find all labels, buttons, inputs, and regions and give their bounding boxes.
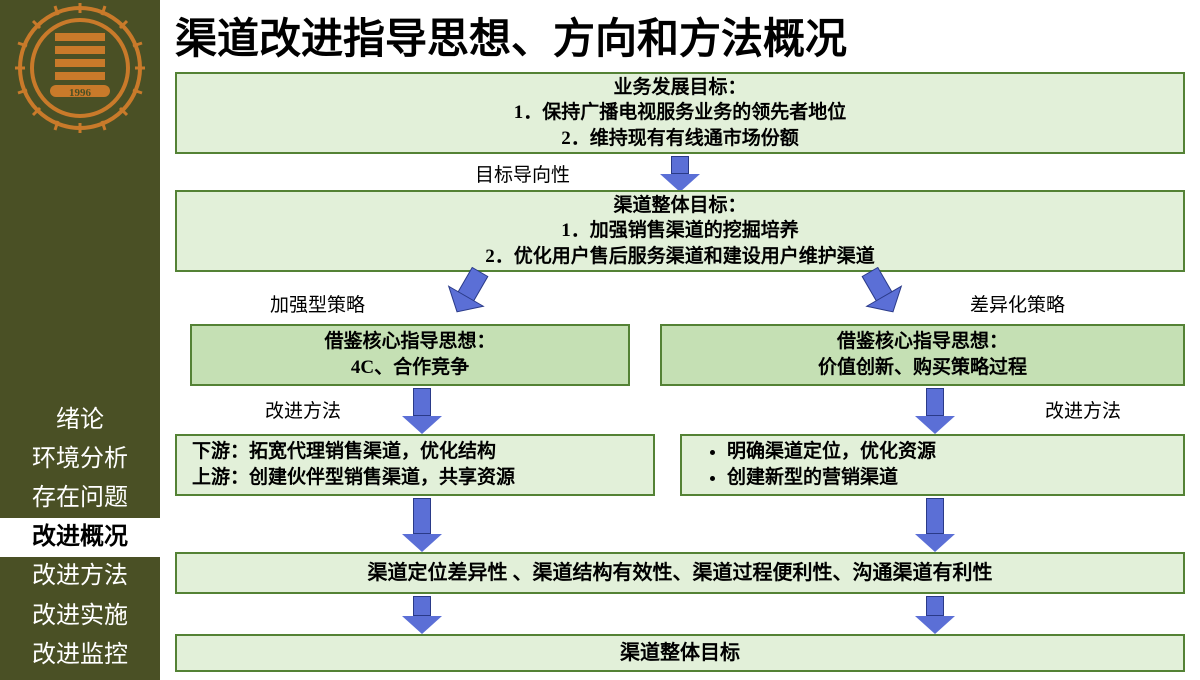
node-left-reference: 借鉴核心指导思想： 4C、合作竞争 [190, 324, 630, 386]
flowchart-area: 业务发展目标： 1．保持广播电视服务业务的领先者地位 2．维持现有有线通市场份额… [170, 72, 1190, 680]
logo-year: 1996 [69, 87, 92, 99]
right-ref-line1: 价值创新、购买策略过程 [818, 355, 1027, 381]
logo: 1996 [0, 0, 160, 135]
arrow-left-method-to-wide [402, 498, 442, 552]
nav-item-env[interactable]: 环境分析 [0, 440, 160, 479]
gear-logo-icon: 1996 [15, 3, 145, 133]
nav-item-methods[interactable]: 改进方法 [0, 557, 160, 596]
node-right-reference: 借鉴核心指导思想： 价值创新、购买策略过程 [660, 324, 1185, 386]
nav-spacer [0, 135, 160, 401]
channel-goal-line2: 2．优化用户售后服务渠道和建设用户维护渠道 [485, 244, 875, 270]
sidebar: 1996 绪论 环境分析 存在问题 改进概况 改进方法 改进实施 改进监控 [0, 0, 160, 680]
arrow-wide-to-bottom-left [402, 596, 442, 634]
label-orientation: 目标导向性 [475, 160, 570, 187]
label-method-left: 改进方法 [265, 396, 341, 423]
goal-line1: 1．保持广播电视服务业务的领先者地位 [514, 100, 847, 126]
nav-item-monitor[interactable]: 改进监控 [0, 636, 160, 675]
left-method-line1: 下游：拓宽代理销售渠道，优化结构 [192, 439, 496, 465]
node-business-goal: 业务发展目标： 1．保持广播电视服务业务的领先者地位 2．维持现有有线通市场份额 [175, 72, 1185, 154]
label-differentiate: 差异化策略 [970, 290, 1065, 317]
left-method-line2: 上游：创建伙伴型销售渠道，共享资源 [192, 465, 515, 491]
right-method-line1: 明确渠道定位，优化资源 [727, 439, 936, 465]
node-final-goal: 渠道整体目标 [175, 634, 1185, 672]
arrow-wide-to-bottom-right [915, 596, 955, 634]
label-method-right: 改进方法 [1045, 396, 1121, 423]
nav-item-intro[interactable]: 绪论 [0, 401, 160, 440]
page-title: 渠道改进指导思想、方向和方法概况 [175, 5, 847, 66]
arrow-right-ref-to-method [915, 388, 955, 434]
arrow-right-method-to-wide [915, 498, 955, 552]
node-properties: 渠道定位差异性 、渠道结构有效性、渠道过程便利性、沟通渠道有利性 [175, 552, 1185, 594]
goal-title: 业务发展目标： [613, 75, 746, 101]
nav-item-overview[interactable]: 改进概况 [0, 518, 160, 557]
node-channel-goal: 渠道整体目标： 1．加强销售渠道的挖掘培养 2．优化用户售后服务渠道和建设用户维… [175, 190, 1185, 272]
wide-text: 渠道定位差异性 、渠道结构有效性、渠道过程便利性、沟通渠道有利性 [368, 560, 993, 587]
arrow-left-ref-to-method [402, 388, 442, 434]
bottom-text: 渠道整体目标 [620, 640, 740, 667]
right-method-line2: 创建新型的营销渠道 [727, 465, 936, 491]
left-ref-line1: 4C、合作竞争 [351, 355, 469, 381]
nav-item-impl[interactable]: 改进实施 [0, 597, 160, 636]
left-ref-title: 借鉴核心指导思想： [324, 329, 495, 355]
channel-goal-title: 渠道整体目标： [613, 193, 746, 219]
nav-items: 绪论 环境分析 存在问题 改进概况 改进方法 改进实施 改进监控 [0, 401, 160, 680]
label-strengthen: 加强型策略 [270, 290, 365, 317]
goal-line2: 2．维持现有有线通市场份额 [561, 126, 799, 152]
nav-item-issues[interactable]: 存在问题 [0, 479, 160, 518]
node-left-method: 下游：拓宽代理销售渠道，优化结构 上游：创建伙伴型销售渠道，共享资源 [175, 434, 655, 496]
arrow-goal-to-channel [660, 156, 700, 192]
right-ref-title: 借鉴核心指导思想： [837, 329, 1008, 355]
channel-goal-line1: 1．加强销售渠道的挖掘培养 [561, 218, 799, 244]
node-right-method: 明确渠道定位，优化资源 创建新型的营销渠道 [680, 434, 1185, 496]
